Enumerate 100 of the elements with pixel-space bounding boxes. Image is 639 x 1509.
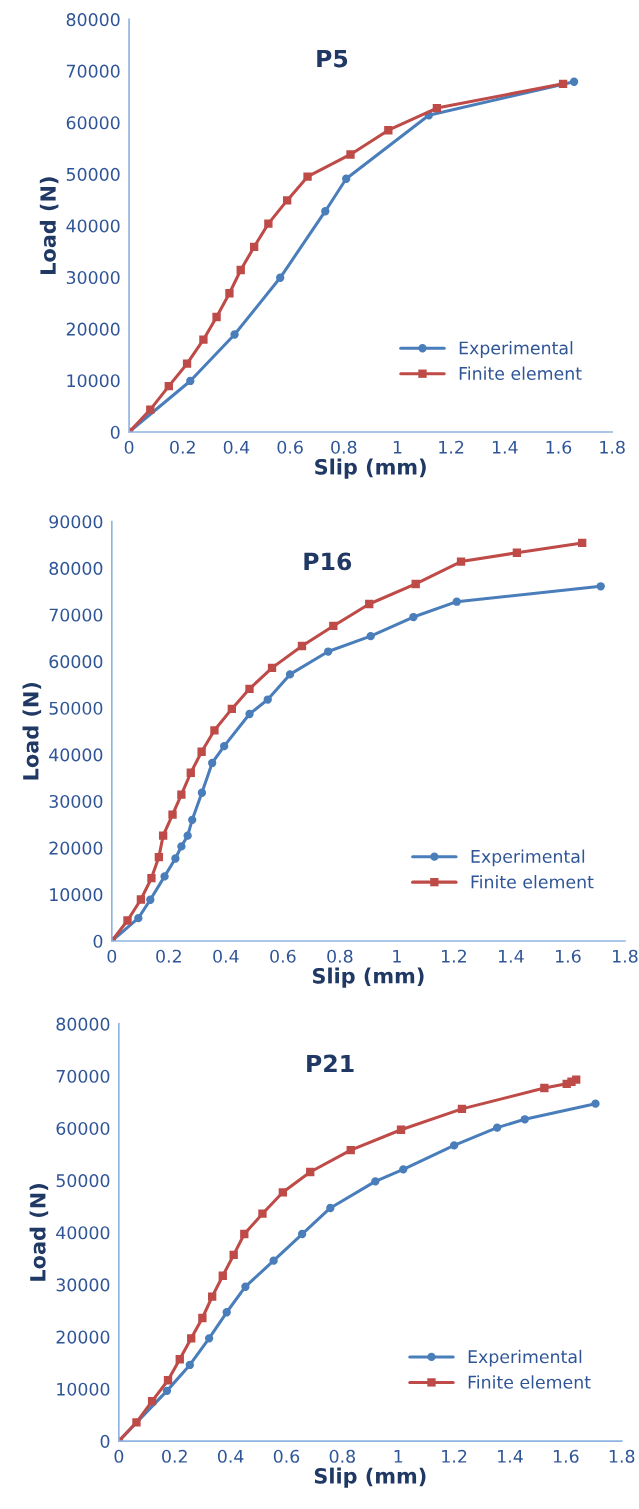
point (177, 842, 186, 851)
point (324, 647, 333, 656)
point (306, 1167, 315, 1177)
x-tick-label: 1 (393, 440, 402, 454)
point (249, 242, 259, 251)
x-tick-label: 1.4 (499, 949, 524, 963)
y-tick-label: 0 (110, 425, 120, 439)
point (236, 265, 245, 275)
x-tick-label: 0.8 (331, 440, 357, 454)
point (371, 1177, 380, 1186)
point (199, 335, 208, 344)
point (162, 1386, 172, 1396)
x-tick-label: 0.4 (213, 949, 239, 963)
x-tick-label: 1.8 (600, 440, 625, 454)
point (134, 914, 143, 923)
point (175, 1355, 184, 1364)
point (512, 548, 522, 557)
point (365, 599, 374, 609)
point (146, 405, 155, 414)
x-tick-label: 0.8 (327, 949, 353, 963)
y-tick-label: 50000 (56, 1174, 110, 1188)
point (171, 854, 180, 863)
x-tick-label: 0.8 (329, 1449, 355, 1463)
point (263, 695, 272, 704)
point (208, 1292, 217, 1301)
x-tick-label: 1.6 (553, 1449, 579, 1463)
y-tick-label: 90000 (49, 515, 103, 529)
point (449, 1141, 459, 1150)
y-tick-label: 80000 (56, 1017, 110, 1031)
point (258, 1209, 267, 1218)
x-tick-label: 0.4 (217, 1449, 244, 1463)
x-tick-label: 1.6 (546, 440, 572, 454)
point (329, 621, 338, 631)
point (297, 1229, 307, 1239)
y-tick-label: 10000 (67, 374, 120, 388)
point (457, 1104, 467, 1114)
point (219, 742, 229, 751)
text: P5 (317, 49, 348, 68)
legend-label: Finite element (459, 366, 582, 381)
x-tick-label: 0.2 (156, 949, 181, 963)
point (210, 726, 219, 735)
x-tick-label: 0.2 (170, 440, 195, 454)
y-tick-label: 0 (93, 934, 103, 948)
point (154, 852, 164, 862)
point (569, 77, 579, 86)
point (132, 1418, 141, 1427)
point (212, 312, 221, 322)
point (572, 1075, 581, 1084)
point (218, 1271, 227, 1280)
point (230, 330, 239, 339)
y-tick-label: 60000 (56, 1121, 110, 1136)
legend-label: Experimental (459, 341, 573, 358)
point (188, 815, 197, 824)
y-tick-label: 50000 (49, 701, 103, 715)
x-axis-title: Slip (mm) (312, 967, 424, 988)
point (123, 916, 132, 925)
legend-label: Experimental (471, 849, 585, 867)
point (540, 1083, 549, 1093)
point (326, 1203, 335, 1213)
legend-label: Experimental (468, 1349, 582, 1367)
y-tick-label: 0 (100, 1434, 110, 1448)
x-tick-label: 1.8 (613, 949, 638, 963)
y-tick-label: 10000 (57, 1382, 110, 1396)
text: P21 (307, 1054, 354, 1073)
x-tick-label: 0.6 (277, 440, 303, 454)
y-axis-title: Load (N) (29, 1184, 49, 1281)
y-tick-label: 20000 (56, 1330, 110, 1344)
x-tick-label: 1 (393, 949, 401, 963)
x-tick-label: 1.8 (609, 1449, 635, 1463)
point (229, 1250, 238, 1260)
point (596, 582, 605, 591)
x-tick-label: 0.6 (273, 1449, 300, 1463)
y-tick-label: 30000 (56, 1278, 110, 1292)
point (186, 768, 195, 777)
point (452, 597, 461, 606)
point (411, 579, 420, 589)
y-tick-label: 40000 (66, 219, 120, 233)
y-axis-title: Load (N) (22, 682, 42, 780)
x-tick-label: 0.6 (270, 949, 296, 963)
y-tick-label: 80000 (49, 561, 103, 575)
point (136, 895, 146, 904)
x-tick-label: 1.4 (498, 1449, 523, 1463)
y-tick-label: 60000 (49, 655, 103, 669)
y-tick-label: 80000 (66, 13, 120, 27)
point (396, 1125, 406, 1134)
point (245, 709, 254, 719)
y-tick-label: 20000 (49, 841, 103, 855)
point (240, 1229, 249, 1239)
point (321, 207, 330, 216)
y-tick-label: 70000 (56, 1069, 110, 1083)
y-tick-label: 50000 (66, 167, 120, 181)
point (147, 873, 156, 883)
y-tick-label: 30000 (66, 270, 120, 285)
x-tick-label: 1.6 (556, 949, 581, 963)
x-tick-label: 1.2 (439, 440, 464, 454)
point (227, 704, 236, 714)
point (241, 1282, 250, 1291)
y-tick-label: 70000 (49, 608, 103, 622)
point (346, 1145, 355, 1155)
point (456, 557, 466, 566)
